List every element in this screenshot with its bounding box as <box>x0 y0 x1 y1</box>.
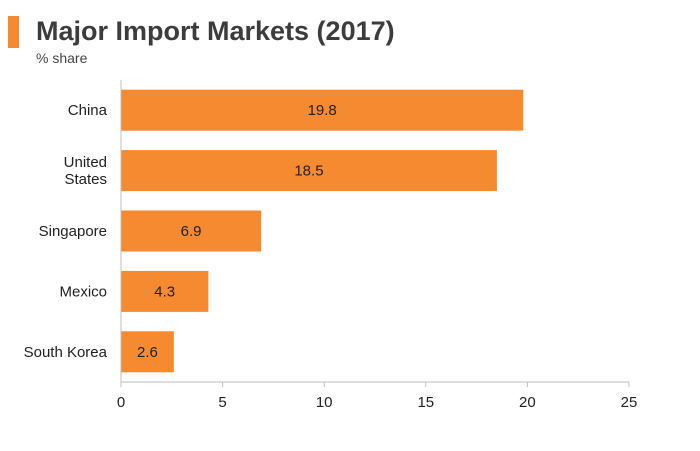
category-label-0: China <box>68 102 108 119</box>
category-label-2: Singapore <box>39 223 107 240</box>
bar-2 <box>121 210 262 252</box>
chart-subtitle: % share <box>36 50 88 66</box>
data-label-4: 2.6 <box>137 344 158 361</box>
chart-title: Major Import Markets (2017) <box>36 16 395 46</box>
data-label-1: 18.5 <box>294 163 323 180</box>
x-tick-label-2: 10 <box>316 394 333 411</box>
x-tick-label-0: 0 <box>117 394 125 411</box>
category-label-4: South Korea <box>24 344 108 361</box>
data-label-0: 19.8 <box>308 102 337 119</box>
bar-4 <box>121 331 174 373</box>
category-label-3: Mexico <box>59 283 107 300</box>
x-tick-label-5: 25 <box>621 394 638 411</box>
data-label-2: 6.9 <box>181 223 202 240</box>
bar-0 <box>121 89 524 131</box>
data-label-3: 4.3 <box>154 283 175 300</box>
title-accent-bar <box>8 16 19 48</box>
x-tick-label-4: 20 <box>519 394 536 411</box>
bar-3 <box>121 270 209 312</box>
bar-1 <box>121 150 497 192</box>
x-tick-label-1: 5 <box>218 394 226 411</box>
category-label-1: United States <box>64 154 107 188</box>
x-tick-label-3: 15 <box>417 394 434 411</box>
